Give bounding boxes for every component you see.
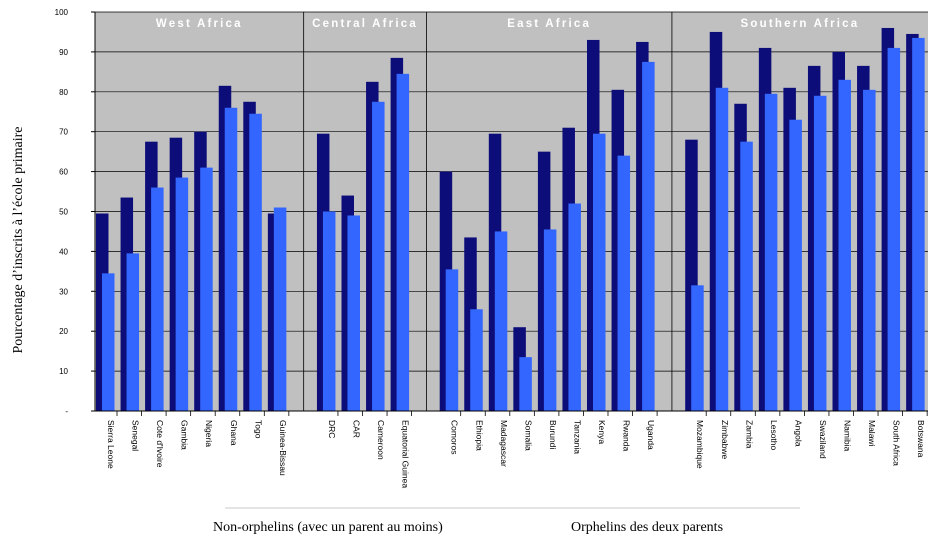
- bar-namibia-series-2: [838, 79, 851, 411]
- x-tick-label-somalia: Somalia: [523, 420, 533, 451]
- bar-burundi-series-2: [543, 229, 557, 411]
- x-tick-label-botswana: Botswana: [916, 420, 926, 458]
- x-tick-label-sierra-leone: Sierra Leone: [106, 420, 116, 469]
- x-tick-label-mozambique: Mozambique: [695, 420, 705, 469]
- x-tick-label-equatorial-guinea: Equatorial Guinea: [401, 420, 411, 488]
- x-tick-label-ghana: Ghana: [229, 420, 239, 446]
- bar-angola-series-2: [789, 119, 802, 411]
- bar-ethiopia-series-2: [470, 309, 483, 411]
- region-label-southern-africa: Southern Africa: [741, 18, 860, 30]
- x-tick-label-guinea-bissau: Guinea-Bissau: [278, 420, 288, 476]
- y-tick-label: 90: [59, 48, 68, 57]
- x-tick-label-malawi: Malawi: [867, 420, 877, 447]
- bar-somalia-series-2: [519, 357, 532, 411]
- x-tick-label-namibia: Namibia: [843, 420, 853, 451]
- y-tick-label: 10: [59, 367, 68, 376]
- x-tick-label-burundi: Burundi: [548, 420, 558, 449]
- bar-drc-series-2: [322, 211, 336, 411]
- x-tick-label-gambia: Gambia: [180, 420, 190, 450]
- bar-gambia-series-2: [175, 177, 189, 411]
- x-tick-label-zambia: Zambia: [744, 420, 754, 449]
- bar-botswana-series-2: [912, 37, 925, 412]
- bars: [96, 27, 925, 412]
- bar-senegal-series-2: [126, 253, 140, 411]
- bar-mozambique-series-2: [691, 285, 704, 411]
- y-tick-label: 40: [59, 247, 68, 256]
- y-tick-label: 30: [59, 287, 68, 296]
- bar-uganda-series-2: [642, 61, 655, 411]
- x-tick-label-kenya: Kenya: [597, 420, 607, 444]
- legend-series-1: Non-orphelins (avec un parent au moins): [213, 520, 443, 535]
- x-tick-label-madagascar: Madagascar: [499, 420, 509, 467]
- bar-lesotho-series-2: [764, 93, 778, 412]
- bar-cameroon-series-2: [372, 101, 385, 412]
- bar-cote-d-ivoire-series-2: [151, 187, 164, 411]
- x-tick-label-drc: DRC: [327, 420, 337, 438]
- y-tick-label: 70: [59, 128, 68, 137]
- bar-comoros-series-2: [445, 269, 459, 411]
- x-tick-label-south-africa: South Africa: [892, 420, 902, 466]
- bar-malawi-series-2: [863, 89, 876, 412]
- bar-ghana-series-2: [224, 107, 238, 411]
- y-axis-ticks: - 10 20 30 40 50 60 70 80 90 100: [55, 8, 95, 416]
- x-tick-label-nigeria: Nigeria: [204, 420, 214, 447]
- y-tick-label: -: [65, 407, 68, 416]
- x-tick-label-angola: Angola: [793, 420, 803, 447]
- y-tick-label: 100: [55, 8, 69, 17]
- bar-sierra-leone-series-2: [102, 273, 115, 411]
- x-tick-label-comoros: Comoros: [450, 420, 460, 454]
- bar-togo-series-2: [249, 113, 262, 412]
- region-separators: [303, 12, 673, 411]
- bar-kenya-series-2: [593, 133, 606, 411]
- x-tick-label-car: CAR: [352, 420, 362, 438]
- x-tick-label-uganda: Uganda: [646, 420, 656, 450]
- y-tick-label: 50: [59, 208, 68, 217]
- x-tick-label-ethiopia: Ethiopia: [474, 420, 484, 451]
- x-tick-label-togo: Togo: [253, 420, 263, 439]
- x-tick-label-swaziland: Swaziland: [818, 420, 828, 459]
- y-tick-label: 20: [59, 327, 68, 336]
- x-tick-label-lesotho: Lesotho: [769, 420, 779, 451]
- region-label-east-africa: East Africa: [507, 18, 591, 30]
- x-tick-label-cote-d-ivoire: Cote d'Ivoire: [155, 420, 165, 468]
- y-axis-label: Pourcentage d’inscrits à l’école primair…: [11, 126, 26, 353]
- bar-nigeria-series-2: [200, 167, 213, 411]
- y-tick-label: 60: [59, 168, 68, 177]
- bar-zimbabwe-series-2: [715, 87, 729, 411]
- x-tick-label-tanzania: Tanzania: [572, 420, 582, 454]
- x-tick-label-rwanda: Rwanda: [622, 420, 632, 451]
- bar-zambia-series-2: [740, 141, 753, 412]
- x-tick-label-cameroon: Cameroon: [376, 420, 386, 460]
- bar-madagascar-series-2: [494, 231, 508, 411]
- x-tick-label-zimbabwe: Zimbabwe: [720, 420, 730, 459]
- bar-rwanda-series-2: [617, 155, 631, 411]
- bar-swaziland-series-2: [813, 95, 827, 411]
- bar-equatorial-guinea-series-2: [396, 73, 410, 411]
- bar-car-series-2: [347, 215, 360, 411]
- region-labels: West Africa Central Africa East Africa Sout…: [156, 18, 860, 30]
- region-label-west-africa: West Africa: [156, 18, 243, 30]
- bar-tanzania-series-2: [568, 203, 581, 411]
- bar-south-africa-series-2: [887, 47, 901, 411]
- y-tick-label: 80: [59, 88, 68, 97]
- legend-series-2: Orphelins des deux parents: [571, 520, 723, 535]
- x-axis-categories: Sierra Leone Senegal Cote d'Ivoire Gambia Ni…: [106, 411, 928, 488]
- region-label-central-africa: Central Africa: [312, 18, 418, 30]
- x-tick-label-senegal: Senegal: [131, 420, 141, 451]
- bar-guinea-bissau-series-2: [273, 207, 287, 411]
